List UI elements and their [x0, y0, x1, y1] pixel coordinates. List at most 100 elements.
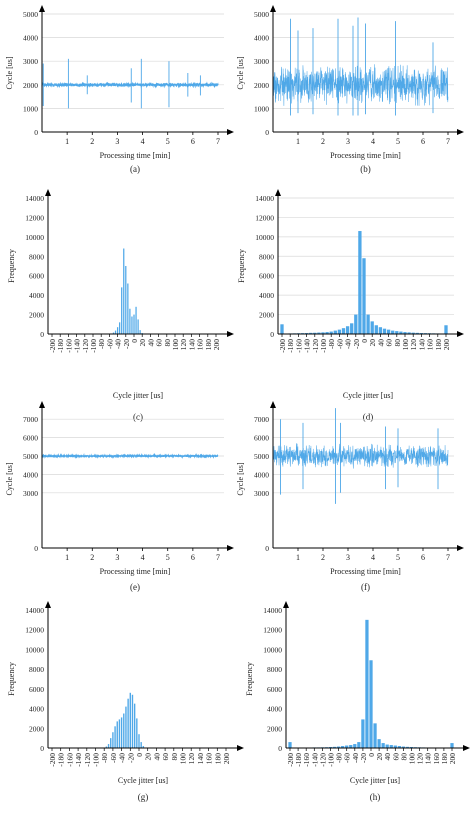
chart-panel-b: 0 1000 2000 3000 4000 5000 1 2 3 4 5 6 7 Cycle [us] Pr…	[236, 5, 464, 174]
x-tick-label: 60	[161, 753, 170, 761]
x-tick-label: 6	[421, 137, 425, 146]
x-tick-label: 120	[416, 753, 425, 765]
y-axis-label: Frequency	[237, 249, 246, 283]
histogram-bar	[317, 332, 321, 334]
x-tick-label: -200	[48, 339, 57, 353]
y-tick-label: 0	[40, 330, 44, 339]
x-tick-label: -80	[335, 753, 344, 763]
x-tick-label: -180	[286, 339, 295, 353]
histogram-bar	[133, 703, 136, 748]
x-tick-label: 5	[166, 137, 170, 146]
y-axis-arrow-icon	[270, 401, 276, 408]
x-tick-label: 2	[321, 553, 325, 562]
x-tick-label: 7	[446, 553, 450, 562]
x-tick-label: 180	[204, 339, 213, 351]
histogram-bar	[336, 746, 341, 748]
y-tick-label: 4000	[29, 705, 44, 714]
y-tick-label: 3000	[23, 489, 38, 498]
x-tick-label: -80	[327, 339, 336, 349]
histogram-bar	[369, 660, 373, 748]
x-tick-label: 80	[163, 339, 172, 347]
x-tick-label: -100	[89, 339, 98, 353]
x-tick-label: 180	[213, 753, 222, 765]
y-tick-label: 3000	[254, 57, 269, 66]
x-tick-label: 160	[426, 339, 435, 351]
histogram-bar	[125, 266, 127, 334]
x-tick-label: -100	[319, 339, 328, 353]
x-tick-label: 60	[391, 753, 400, 761]
x-tick-label: 40	[376, 339, 385, 347]
histogram-bar	[399, 331, 403, 334]
y-tick-label: 7000	[23, 415, 38, 424]
histogram-bar	[411, 332, 415, 334]
x-tick-label: 40	[383, 753, 392, 761]
y-tick-label: 8000	[267, 665, 282, 674]
x-tick-label: 7	[216, 553, 220, 562]
x-tick-label: -160	[294, 339, 303, 353]
x-axis-arrow-icon	[237, 745, 244, 751]
panel-caption: (e)	[130, 582, 140, 592]
x-tick-label: 160	[205, 753, 214, 765]
y-tick-label: 14000	[25, 194, 44, 203]
y-tick-label: 10000	[25, 233, 44, 242]
x-tick-label: -140	[74, 753, 83, 767]
x-tick-label: 120	[409, 339, 418, 351]
y-tick-label: 2000	[254, 81, 269, 90]
y-axis-arrow-icon	[275, 189, 281, 196]
y-axis-arrow-icon	[45, 189, 51, 196]
x-tick-label: -40	[351, 753, 360, 763]
x-tick-label: 80	[170, 753, 179, 761]
y-tick-label: 0	[265, 544, 269, 553]
x-tick-label: -20	[126, 753, 135, 763]
histogram-bar	[116, 327, 119, 334]
histogram-bar	[321, 332, 325, 334]
x-tick-label: 5	[166, 553, 170, 562]
x-tick-label: -60	[343, 753, 352, 763]
x-tick-label: -40	[118, 753, 127, 763]
x-tick-label: 80	[399, 753, 408, 761]
x-tick-label: 60	[155, 339, 164, 347]
x-tick-label: 140	[424, 753, 433, 765]
histogram-bar	[131, 694, 134, 748]
y-tick-label: 2000	[29, 311, 44, 320]
x-tick-label: 160	[196, 339, 205, 351]
histogram-bar	[142, 746, 145, 748]
x-tick-label: -180	[57, 753, 66, 767]
x-axis-label: Processing time [min]	[100, 567, 171, 576]
x-tick-label: 6	[191, 137, 195, 146]
x-tick-label: 20	[375, 753, 384, 761]
y-tick-label: 8000	[29, 252, 44, 261]
y-axis-label: Frequency	[7, 662, 16, 696]
histogram-bar	[365, 619, 369, 748]
y-tick-label: 4000	[259, 291, 274, 300]
x-tick-label: -40	[114, 339, 123, 349]
y-tick-label: 0	[270, 330, 274, 339]
x-axis-label: Cycle jitter [us]	[113, 391, 164, 400]
x-tick-label: 5	[396, 553, 400, 562]
y-tick-label: 6000	[23, 434, 38, 443]
x-tick-label: -60	[109, 753, 118, 763]
y-axis-label: Frequency	[245, 662, 254, 696]
histogram-bar	[393, 745, 397, 748]
histogram-bar	[125, 706, 127, 748]
histogram-bar	[341, 328, 346, 334]
x-tick-label: 120	[179, 339, 188, 351]
x-tick-label: 1	[296, 137, 300, 146]
y-tick-label: 6000	[254, 434, 269, 443]
histogram-bar	[382, 328, 387, 334]
x-tick-label: -200	[286, 753, 295, 767]
y-tick-label: 5000	[23, 452, 38, 461]
y-tick-label: 4000	[23, 470, 38, 479]
histogram-bar	[129, 692, 131, 748]
x-tick-label: 4	[141, 553, 145, 562]
y-tick-label: 14000	[25, 606, 44, 615]
chart-panel-e: 0 3000 4000 5000 6000 7000 1 2 3 4 5 6 7 Cycle [us] Pr…	[5, 401, 234, 592]
y-tick-label: 5000	[23, 10, 38, 19]
histogram-bar	[118, 719, 121, 748]
histogram-bar	[105, 746, 108, 748]
x-tick-label: 6	[421, 553, 425, 562]
y-tick-label: 4000	[23, 34, 38, 43]
histogram-bar	[391, 330, 395, 334]
